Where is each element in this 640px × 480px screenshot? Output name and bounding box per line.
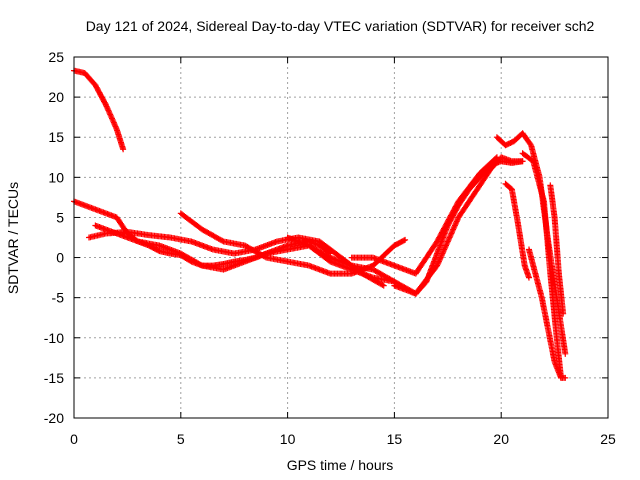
- data-point: [493, 154, 500, 161]
- series-arc12: [526, 246, 569, 381]
- y-tick-label: 20: [48, 89, 64, 105]
- x-tick-label: 10: [280, 431, 296, 447]
- plot-area: [71, 67, 569, 381]
- y-axis-label: SDTVAR / TECUs: [5, 182, 21, 294]
- y-tick-label: -10: [44, 330, 64, 346]
- series-arc5: [177, 210, 409, 277]
- y-tick-label: 15: [48, 129, 64, 145]
- data-point: [552, 360, 559, 367]
- y-tick-label: -5: [52, 290, 65, 306]
- data-point: [104, 104, 111, 111]
- x-tick-label: 20: [493, 431, 509, 447]
- data-point: [562, 374, 569, 381]
- series-arc3: [86, 228, 387, 289]
- data-point: [560, 310, 567, 317]
- data-point: [519, 158, 526, 165]
- x-tick-label: 25: [600, 431, 616, 447]
- y-tick-label: 5: [56, 209, 64, 225]
- y-tick-label: -20: [44, 410, 64, 426]
- x-tick-label: 0: [70, 431, 78, 447]
- data-point: [120, 146, 127, 153]
- data-point: [107, 111, 114, 118]
- y-tick-label: -15: [44, 370, 64, 386]
- series-arc13: [547, 182, 567, 317]
- x-tick-label: 15: [387, 431, 403, 447]
- series-arc1: [71, 67, 127, 153]
- x-axis-label: GPS time / hours: [287, 457, 394, 473]
- data-point: [555, 368, 562, 375]
- data-point: [379, 281, 386, 288]
- y-tick-label: 25: [48, 49, 64, 65]
- data-point: [525, 274, 532, 281]
- series-arc8: [391, 158, 526, 297]
- x-tick-label: 5: [177, 431, 185, 447]
- series-arc10: [502, 180, 532, 281]
- data-point: [262, 253, 268, 260]
- data-point: [197, 261, 204, 268]
- y-tick-label: 0: [56, 250, 64, 266]
- series-arc11: [519, 150, 565, 381]
- data-point: [402, 236, 409, 243]
- data-point: [380, 282, 387, 289]
- chart-title: Day 121 of 2024, Sidereal Day-to-day VTE…: [86, 18, 595, 34]
- data-point: [110, 118, 117, 125]
- y-tick-label: 10: [48, 169, 64, 185]
- plot-frame: [73, 56, 609, 419]
- data-point: [562, 350, 569, 357]
